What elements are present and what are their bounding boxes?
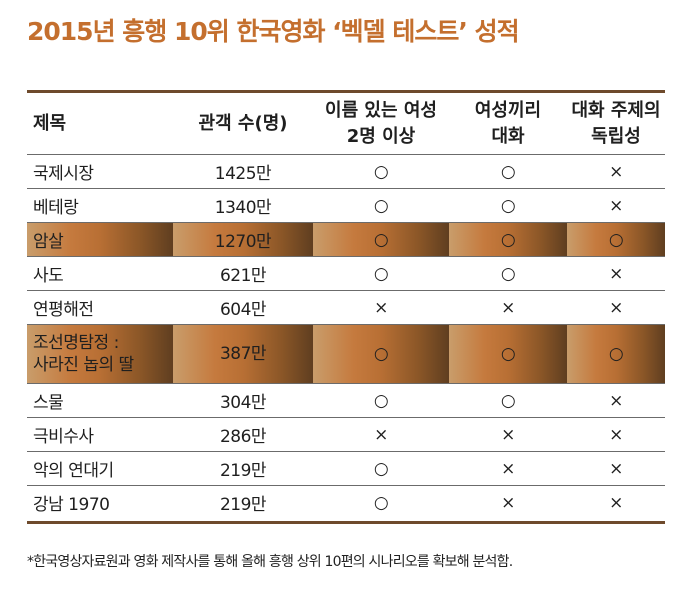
audience-count: 1425만	[173, 154, 313, 189]
audience-count: 219만	[173, 451, 313, 486]
header-audience: 관객 수(명)	[173, 93, 313, 155]
named-women-mark: ×	[313, 290, 449, 325]
named-women-mark: ○	[313, 154, 449, 189]
women-talk-mark: ○	[449, 383, 567, 418]
named-women-mark: ×	[313, 417, 449, 452]
audience-count: 219만	[173, 485, 313, 519]
movie-title-line1: 조선명탐정 :	[33, 333, 119, 353]
header-named-women: 이름 있는 여성 2명 이상	[313, 93, 449, 155]
movie-title: 악의 연대기	[27, 451, 173, 486]
women-talk-mark: ×	[449, 451, 567, 486]
topic-independence-mark: ×	[567, 188, 665, 223]
movie-title: 사도	[27, 256, 173, 291]
movie-title: 연평해전	[27, 290, 173, 325]
table-row: 국제시장 1425만 ○ ○ ×	[27, 154, 665, 189]
audience-count: 1340만	[173, 188, 313, 223]
table-row: 강남 1970 219만 ○ × ×	[27, 485, 665, 519]
women-talk-mark: ○	[449, 154, 567, 189]
table-row: 악의 연대기 219만 ○ × ×	[27, 451, 665, 486]
topic-independence-mark: ○	[567, 324, 665, 384]
table-top-rule	[27, 90, 665, 93]
topic-independence-mark: ○	[567, 222, 665, 257]
topic-independence-mark: ×	[567, 451, 665, 486]
named-women-mark: ○	[313, 222, 449, 257]
women-talk-mark: ○	[449, 222, 567, 257]
women-talk-mark: ○	[449, 256, 567, 291]
header-title: 제목	[27, 93, 173, 155]
table-row-highlighted: 조선명탐정 : 사라진 놉의 딸 387만 ○ ○ ○	[27, 324, 665, 384]
movie-title: 베테랑	[27, 188, 173, 223]
named-women-mark: ○	[313, 451, 449, 486]
movie-title-line2: 사라진 놉의 딸	[33, 355, 134, 375]
footnote: *한국영상자료원과 영화 제작사를 통해 올해 흥행 상위 10편의 시나리오를…	[27, 554, 513, 570]
movie-title: 암살	[27, 222, 173, 257]
audience-count: 621만	[173, 256, 313, 291]
header-topic-independence-line2: 독립성	[591, 125, 641, 147]
table-row: 연평해전 604만 × × ×	[27, 290, 665, 325]
named-women-mark: ○	[313, 383, 449, 418]
page-title: 2015년 흥행 10위 한국영화 ‘벡델 테스트’ 성적	[27, 17, 520, 46]
women-talk-mark: ×	[449, 290, 567, 325]
named-women-mark: ○	[313, 485, 449, 519]
movie-title: 강남 1970	[27, 485, 173, 519]
header-women-talk-line1: 여성끼리	[474, 99, 542, 121]
audience-count: 1270만	[173, 222, 313, 257]
audience-count: 604만	[173, 290, 313, 325]
topic-independence-mark: ×	[567, 383, 665, 418]
named-women-mark: ○	[313, 188, 449, 223]
movie-title: 극비수사	[27, 417, 173, 452]
movie-title: 스물	[27, 383, 173, 418]
named-women-mark: ○	[313, 256, 449, 291]
movie-title: 조선명탐정 : 사라진 놉의 딸	[27, 324, 173, 384]
header-women-talk: 여성끼리 대화	[449, 93, 567, 155]
table-row: 스물 304만 ○ ○ ×	[27, 383, 665, 418]
table-row-highlighted: 암살 1270만 ○ ○ ○	[27, 222, 665, 257]
women-talk-mark: ○	[449, 324, 567, 384]
audience-count: 304만	[173, 383, 313, 418]
topic-independence-mark: ×	[567, 256, 665, 291]
header-topic-independence: 대화 주제의 독립성	[567, 93, 665, 155]
women-talk-mark: ○	[449, 188, 567, 223]
topic-independence-mark: ×	[567, 154, 665, 189]
women-talk-mark: ×	[449, 485, 567, 519]
topic-independence-mark: ×	[567, 290, 665, 325]
header-named-women-line1: 이름 있는 여성	[325, 99, 437, 121]
audience-count: 387만	[173, 324, 313, 384]
movie-title: 국제시장	[27, 154, 173, 189]
table-row: 베테랑 1340만 ○ ○ ×	[27, 188, 665, 223]
header-named-women-line2: 2명 이상	[346, 125, 416, 147]
table-row: 사도 621만 ○ ○ ×	[27, 256, 665, 291]
women-talk-mark: ×	[449, 417, 567, 452]
header-women-talk-line2: 대화	[491, 125, 525, 147]
named-women-mark: ○	[313, 324, 449, 384]
table-row: 극비수사 286만 × × ×	[27, 417, 665, 452]
audience-count: 286만	[173, 417, 313, 452]
table-header-row: 제목 관객 수(명) 이름 있는 여성 2명 이상 여성끼리 대화 대화 주제의…	[27, 93, 665, 155]
header-topic-independence-line1: 대화 주제의	[571, 99, 661, 121]
bechdel-table: 제목 관객 수(명) 이름 있는 여성 2명 이상 여성끼리 대화 대화 주제의…	[27, 93, 665, 519]
topic-independence-mark: ×	[567, 485, 665, 519]
table-bottom-rule	[27, 521, 665, 524]
topic-independence-mark: ×	[567, 417, 665, 452]
